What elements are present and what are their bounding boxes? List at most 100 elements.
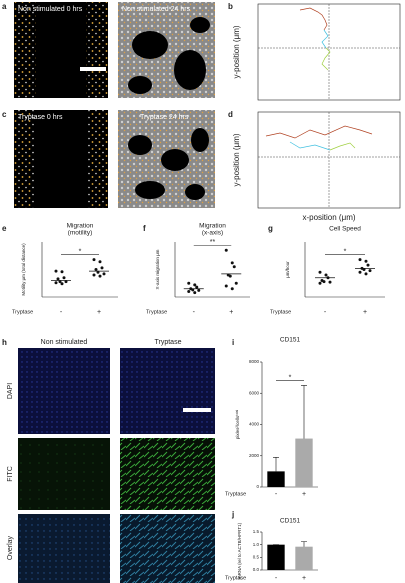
panel-label: f [143,224,146,233]
y-axis-title: X-axis migration μm [155,249,160,289]
y-axis-title: mRNA (rel to ACTB/HPRT1) [237,522,242,579]
data-point [230,287,234,291]
y-tick-label: 6000 [249,390,260,395]
x-tick-label: + [229,309,233,316]
data-point [193,291,197,295]
x-tick-label: + [363,309,367,316]
panel-label: d [228,110,233,119]
significance-label: * [344,248,347,255]
data-point [197,288,201,292]
data-point [102,272,106,276]
x-tick-label: + [97,309,101,316]
y-tick-label: 1.5 [253,529,260,534]
micrograph-title: Tryptase 24 hrs [140,114,189,121]
data-point [228,274,232,278]
y-axis-title: Motility μm (total distance) [21,243,26,296]
axis-title: y-position (μm) [232,133,241,186]
error-bar [273,457,279,472]
axis-title: x-position (μm) [302,213,355,222]
data-point [232,265,236,269]
panel-label: j [231,510,234,519]
data-point [100,266,104,270]
x-tick-label: - [275,575,278,582]
x-tick-label: - [60,309,63,316]
data-point [322,280,326,284]
data-point [193,283,197,287]
panel-label: b [228,2,233,11]
track-plot: y-position (μm) [232,3,401,101]
data-point [62,276,66,280]
scale-bar [183,408,211,412]
y-tick-label: 2000 [249,453,260,458]
data-point [234,281,238,285]
data-point [366,263,370,267]
micrograph: Tryptase 24 hrs [118,110,215,208]
panel-label: g [268,224,273,233]
chart-title: Cell Speed [329,226,361,233]
data-point [94,268,98,271]
panel-label: i [232,338,234,347]
row-title: FITC [7,466,14,482]
x-tick-label: - [275,491,278,498]
row-title: Overlay [7,535,14,560]
error-bar [301,385,307,439]
data-point [328,280,332,284]
x-axis-title: Tryptase [225,575,246,581]
chart-title: (x-axis) [202,230,223,237]
data-point [364,272,368,276]
data-point [224,284,228,288]
scale-bar [80,67,106,71]
y-tick-label: 1.0 [253,542,260,547]
significance-label: ** [210,239,216,246]
data-point [54,269,58,273]
chart-title: CD151 [280,518,301,525]
y-axis-title: pixles²/cellsᵗᵒᵗᵃˡ [235,410,240,440]
significance-label: * [289,374,292,381]
micrograph-title: Non stimulated 0 hrs [18,6,83,13]
data-point [187,281,191,285]
x-axis-title: Tryptase [225,491,246,497]
row-title: DAPI [7,383,14,399]
track-plot: y-position (μm) x-position (μm) [232,111,401,222]
bar [267,471,285,487]
data-point [324,273,328,277]
micrograph: Tryptase 0 hrs [14,110,108,208]
data-point [318,270,322,274]
panel-label: e [2,224,7,233]
panel-label: c [2,110,7,119]
bar [295,546,313,570]
data-point [92,258,96,262]
axis-title: y-position (μm) [232,25,241,78]
data-point [364,259,368,263]
y-tick-label: 8000 [249,359,260,364]
chart-title: (motility) [68,230,93,237]
y-tick-label: 0.0 [253,567,260,572]
x-tick-label: - [193,309,196,316]
data-point [368,269,372,273]
data-point [56,277,60,281]
column-title: Tryptase [155,339,182,346]
chart-title: CD151 [280,337,301,344]
y-axis-title: μm/hour [285,261,290,278]
x-tick-label: + [302,575,306,582]
data-point [230,261,234,265]
x-tick-label: + [302,491,306,498]
micrograph: Non stimulated 24 hrs [118,2,215,98]
data-point [60,282,64,286]
chart-title: Migration [67,223,94,230]
data-point [195,285,199,289]
x-axis-title: Tryptase [270,309,291,315]
data-point [187,290,191,293]
y-tick-label: 4000 [249,422,260,427]
chart-title: Migration [199,223,226,230]
data-point [98,274,102,278]
micrograph-title: Tryptase 0 hrs [18,114,63,121]
bar [267,544,285,570]
micrograph-title: Non stimulated 24 hrs [122,6,191,13]
data-point [60,270,64,274]
x-axis-title: Tryptase [12,309,33,315]
data-point [318,281,322,285]
y-tick-label: 0 [256,484,259,489]
staining-grid: Non stimulated Tryptase DAPI FITC Overla… [7,339,215,583]
